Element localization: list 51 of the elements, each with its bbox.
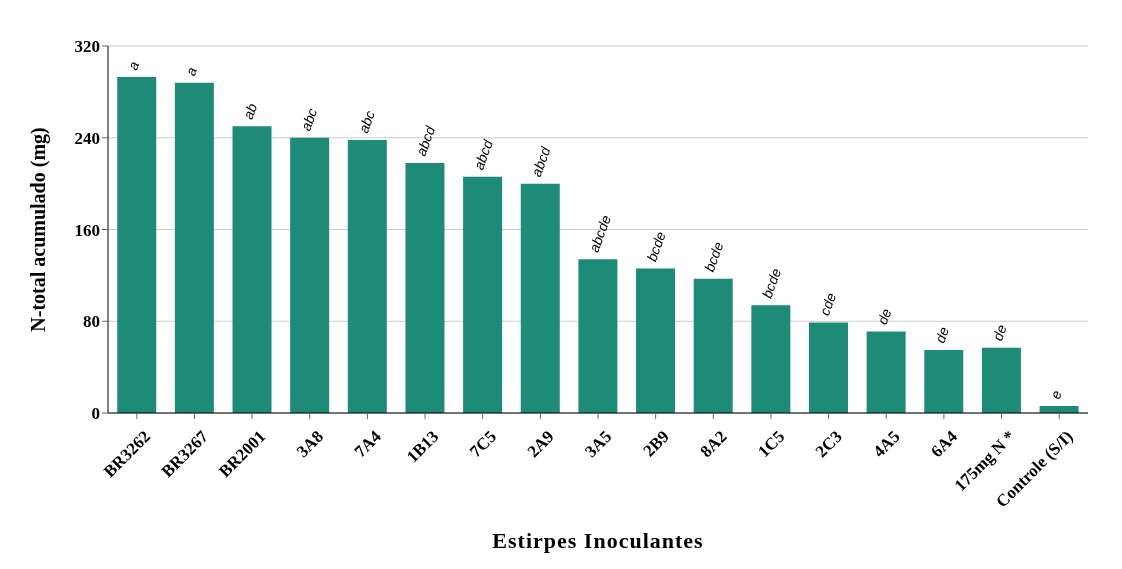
bar: [578, 259, 618, 413]
annotation: abc: [297, 106, 321, 133]
x-tick-label: 1C5: [754, 426, 789, 462]
annotation: a: [124, 59, 143, 72]
bar: [117, 76, 157, 413]
x-tick-label: 2C3: [811, 426, 846, 462]
y-tick-label: 160: [74, 220, 100, 240]
bar: [866, 331, 906, 413]
y-tick-label: 320: [74, 37, 100, 57]
bar: [693, 278, 733, 413]
annotation: ab: [239, 101, 261, 122]
annotation: de: [989, 322, 1010, 343]
x-tick-label: 7C5: [465, 426, 501, 462]
annotation: bcde: [701, 239, 727, 274]
y-tick-label: 80: [83, 312, 100, 332]
bar: [232, 126, 272, 413]
bar: [751, 305, 791, 413]
annotation: abcd: [470, 136, 497, 172]
x-tick-label: 4A5: [869, 426, 904, 462]
bar: [463, 176, 503, 413]
bar: [924, 349, 964, 413]
bar: [174, 82, 214, 413]
annotation: bcde: [643, 229, 669, 264]
bar: [636, 268, 676, 413]
x-tick-label: 2A9: [523, 426, 558, 462]
x-axis-title: Estirpes Inoculantes: [492, 528, 704, 553]
x-tick-label: 3A8: [292, 426, 328, 462]
annotation: abcd: [528, 143, 554, 179]
bar: [520, 183, 560, 413]
annotation: a: [182, 64, 201, 78]
annotation: cde: [816, 290, 840, 318]
y-axis-title: N-total acumulado (mg): [27, 127, 51, 332]
bar: [405, 162, 445, 413]
x-tick-label: 8A2: [696, 426, 731, 462]
annotation: abc: [355, 108, 378, 136]
x-tick-label: 7A4: [350, 426, 386, 462]
bar: [981, 347, 1021, 413]
x-tick-label: 2B9: [639, 426, 673, 461]
bar: [347, 140, 387, 413]
y-tick-label: 240: [74, 128, 100, 148]
bar: [290, 137, 330, 413]
x-tick-label: 3A5: [581, 426, 616, 462]
annotation: de: [874, 306, 895, 327]
annotation: abcde: [585, 212, 614, 255]
annotation: de: [931, 324, 953, 345]
annotation: bcde: [758, 266, 785, 301]
y-tick-label: 0: [91, 404, 100, 424]
annotation: e: [1046, 388, 1065, 402]
annotation: abcd: [412, 122, 439, 159]
bar: [808, 322, 848, 413]
x-tick-label: 6A4: [927, 426, 962, 462]
